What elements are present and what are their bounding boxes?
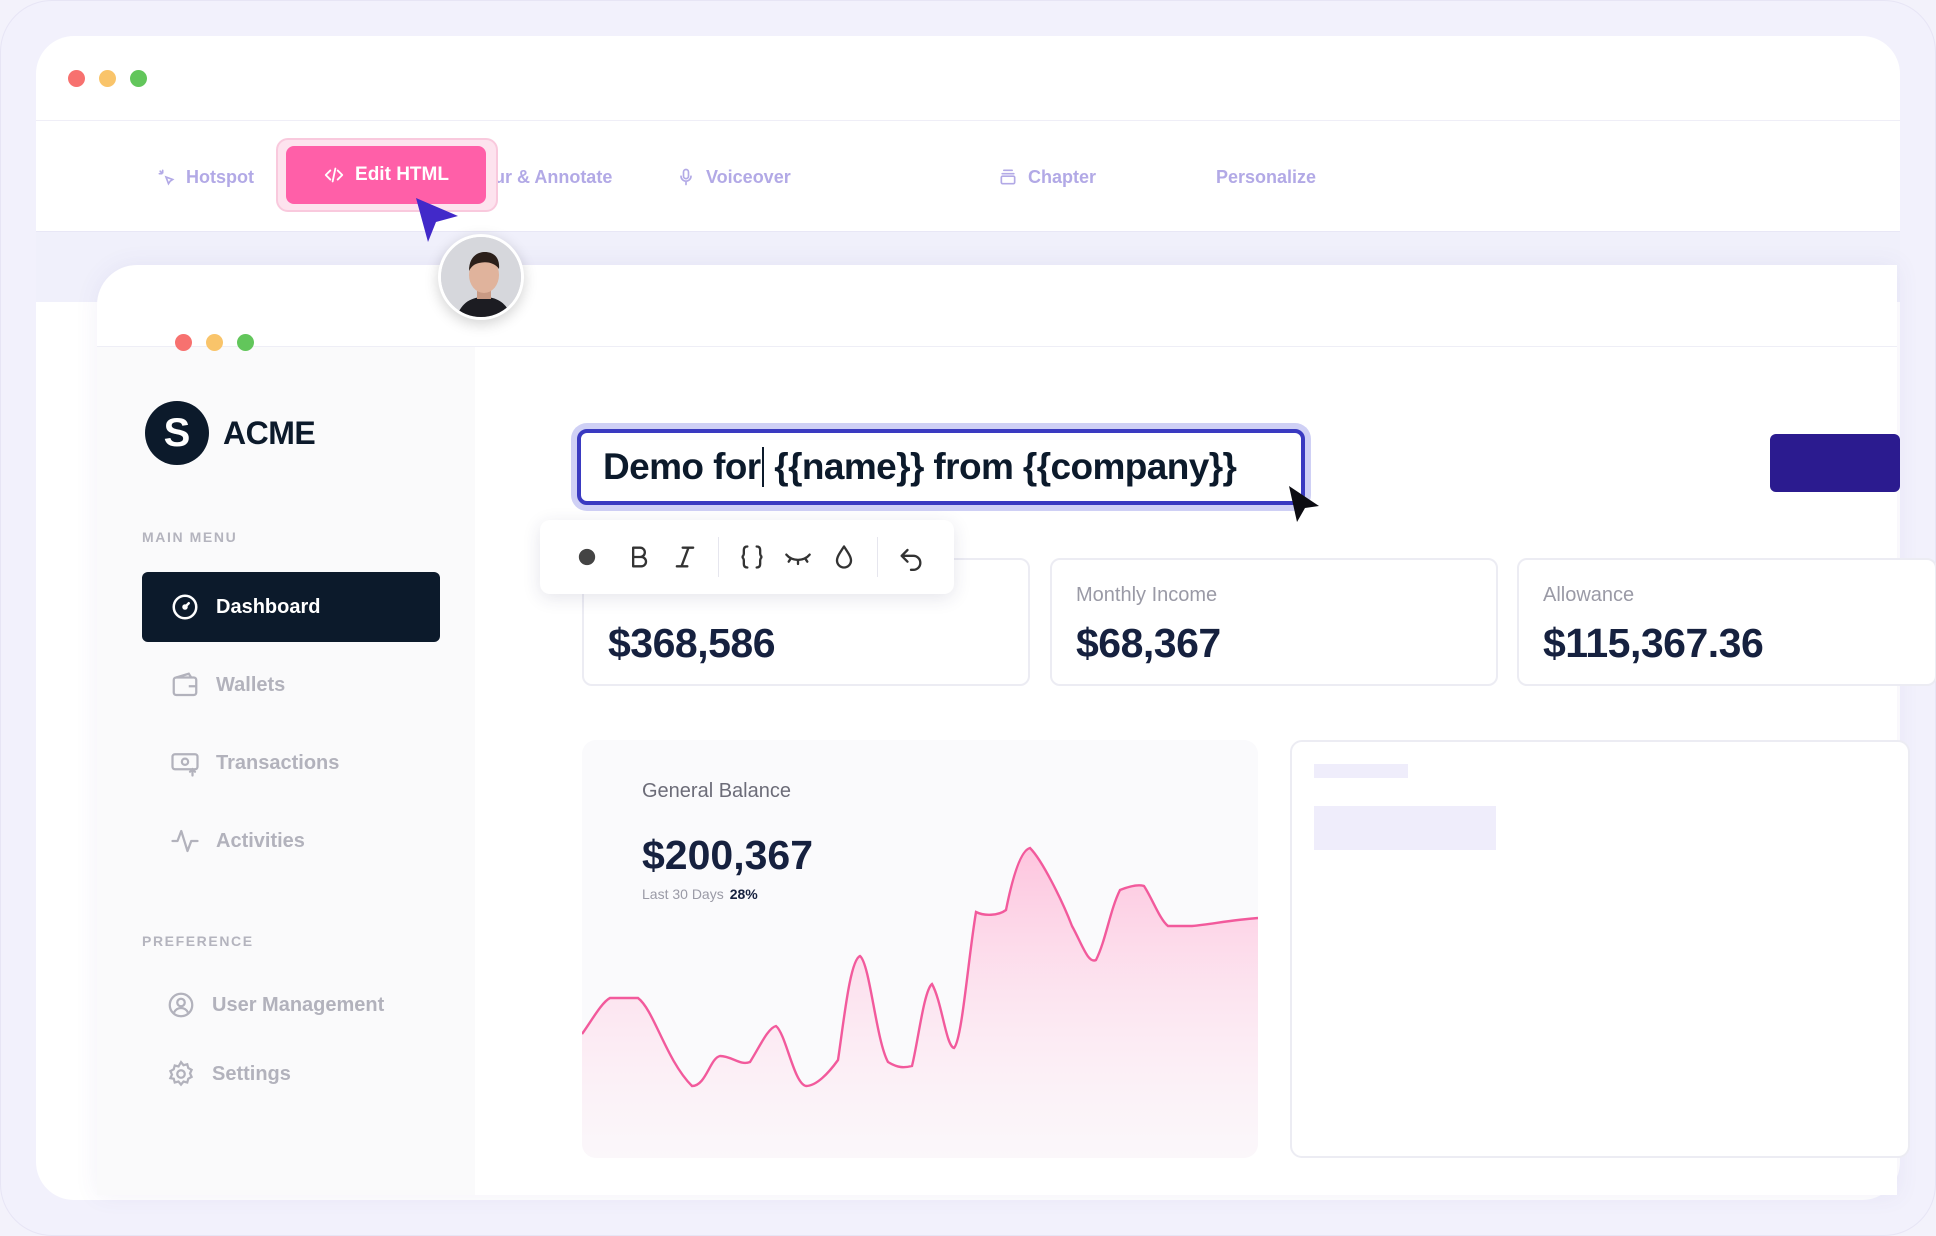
chart-area xyxy=(582,848,1258,1158)
sidebar-item-label: Transactions xyxy=(216,751,340,774)
brand-logo[interactable]: S ACME xyxy=(145,401,316,465)
preview-maximize-dot[interactable] xyxy=(237,334,254,351)
sidebar-item-label: Activities xyxy=(216,829,305,852)
stat-value: $368,586 xyxy=(608,620,776,666)
skeleton-line xyxy=(1314,764,1408,778)
layers-icon xyxy=(1000,169,1016,185)
toolbar-divider xyxy=(718,537,719,577)
avatar[interactable] xyxy=(438,234,524,320)
format-toolbar xyxy=(540,520,954,594)
dot-icon xyxy=(578,548,596,566)
minimize-dot[interactable] xyxy=(99,70,116,87)
sidebar-item-user-management[interactable]: User Management xyxy=(142,970,440,1040)
gear-icon xyxy=(168,1060,194,1087)
balance-period: Last 30 Days 28% xyxy=(642,886,758,902)
headline-text-editor[interactable]: Demo for {{name}} from {{company}} xyxy=(577,429,1305,505)
sidebar-item-transactions[interactable]: Transactions xyxy=(142,728,440,798)
sparkle-icon xyxy=(158,169,175,186)
skeleton-block xyxy=(1314,806,1496,850)
stat-card-allowance: Allowance $115,367.36 xyxy=(1517,558,1936,686)
activity-icon xyxy=(171,829,199,853)
balance-area-chart xyxy=(582,846,1258,1158)
drop-icon xyxy=(835,545,853,569)
undo-icon xyxy=(900,548,922,571)
mouse-pointer-icon xyxy=(1289,486,1319,522)
undo-button[interactable] xyxy=(888,534,934,580)
loading-panel xyxy=(1290,740,1910,1158)
balance-value: $200,367 xyxy=(642,832,814,878)
tool-hotspot[interactable]: Hotspot xyxy=(156,121,254,233)
window-controls xyxy=(68,70,147,87)
sidebar-item-label: Settings xyxy=(212,1062,291,1085)
italic-icon xyxy=(675,546,695,568)
transactions-icon xyxy=(171,753,199,777)
tool-label: Blur & Annotate xyxy=(476,166,613,187)
stat-label: Allowance xyxy=(1543,584,1635,606)
preview-close-dot[interactable] xyxy=(175,334,192,351)
sidebar-item-label: Dashboard xyxy=(216,595,321,618)
general-balance-card: General Balance $200,367 Last 30 Days 28% xyxy=(582,740,1258,1158)
maximize-dot[interactable] xyxy=(130,70,147,87)
bold-button[interactable] xyxy=(616,534,662,580)
edit-html-label: Edit HTML xyxy=(355,164,449,185)
person-icon xyxy=(441,237,521,317)
tool-label: Personalize xyxy=(1216,166,1317,187)
braces-icon xyxy=(741,545,763,569)
text-caret xyxy=(761,447,764,487)
color-dot-button[interactable] xyxy=(564,534,610,580)
stat-value: $115,367.36 xyxy=(1543,620,1764,666)
headline-text-after-caret: {{name}} from {{company}} xyxy=(764,446,1237,487)
sidebar-item-label: Wallets xyxy=(216,673,286,696)
main-menu-label: MAIN MENU xyxy=(142,529,238,545)
sidebar-item-activities[interactable]: Activities xyxy=(142,806,440,876)
wallet-icon xyxy=(172,672,198,697)
stat-label: Monthly Income xyxy=(1076,584,1218,606)
variable-button[interactable] xyxy=(729,534,775,580)
balance-period-label: Last 30 Days xyxy=(642,886,724,902)
code-icon xyxy=(324,167,344,183)
preview-minimize-dot[interactable] xyxy=(206,334,223,351)
logo-mark: S xyxy=(145,401,209,465)
stat-value: $68,367 xyxy=(1076,620,1221,666)
hide-button[interactable] xyxy=(775,534,821,580)
tool-label: Voiceover xyxy=(706,166,791,187)
toolbar-divider xyxy=(877,537,878,577)
italic-button[interactable] xyxy=(662,534,708,580)
preview-titlebar xyxy=(97,265,1897,347)
sidebar-item-dashboard[interactable]: Dashboard xyxy=(142,572,440,642)
close-dot[interactable] xyxy=(68,70,85,87)
preview-traffic-lights xyxy=(175,334,254,351)
microphone-icon xyxy=(680,168,692,186)
stat-card-monthly-income: Monthly Income $68,367 xyxy=(1050,558,1498,686)
collaborator-cursor-icon xyxy=(416,198,458,242)
headline-text-before-caret: Demo for xyxy=(603,446,761,487)
tool-chapter[interactable]: Chapter xyxy=(998,121,1096,233)
sidebar-item-settings[interactable]: Settings xyxy=(142,1039,440,1109)
chart-line xyxy=(582,846,1258,1088)
balance-change: 28% xyxy=(729,886,758,902)
preference-label: PREFERENCE xyxy=(142,933,254,949)
primary-action-button[interactable] xyxy=(1770,434,1900,492)
tool-label: Hotspot xyxy=(186,166,254,187)
sidebar: S ACME MAIN MENU Dashboard Wallets Trans… xyxy=(97,347,475,1195)
edit-html-button[interactable]: Edit HTML xyxy=(286,146,486,204)
gauge-icon xyxy=(172,594,198,620)
sidebar-item-wallets[interactable]: Wallets xyxy=(142,650,440,720)
blur-button[interactable] xyxy=(821,534,867,580)
balance-label: General Balance xyxy=(642,780,791,802)
bold-icon xyxy=(632,546,648,568)
eye-closed-icon xyxy=(785,553,811,566)
tool-label: Chapter xyxy=(1028,166,1097,187)
tool-personalize[interactable]: Personalize xyxy=(1216,121,1316,233)
user-circle-icon xyxy=(168,992,194,1018)
tool-voiceover[interactable]: Voiceover xyxy=(676,121,791,233)
sidebar-item-label: User Management xyxy=(212,993,385,1016)
logo-text: ACME xyxy=(223,414,316,451)
